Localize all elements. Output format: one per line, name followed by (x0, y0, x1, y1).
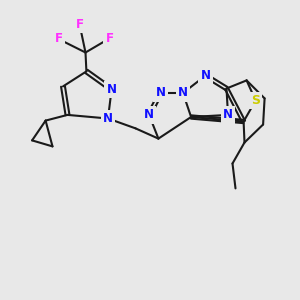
Text: N: N (223, 108, 233, 122)
Text: N: N (155, 86, 166, 100)
Text: N: N (103, 112, 113, 125)
Text: S: S (251, 94, 260, 107)
Text: F: F (55, 32, 62, 46)
Text: N: N (106, 83, 117, 96)
Text: F: F (106, 32, 113, 45)
Text: N: N (144, 108, 154, 122)
Text: N: N (178, 86, 188, 100)
Text: N: N (200, 69, 211, 82)
Text: F: F (76, 17, 83, 31)
